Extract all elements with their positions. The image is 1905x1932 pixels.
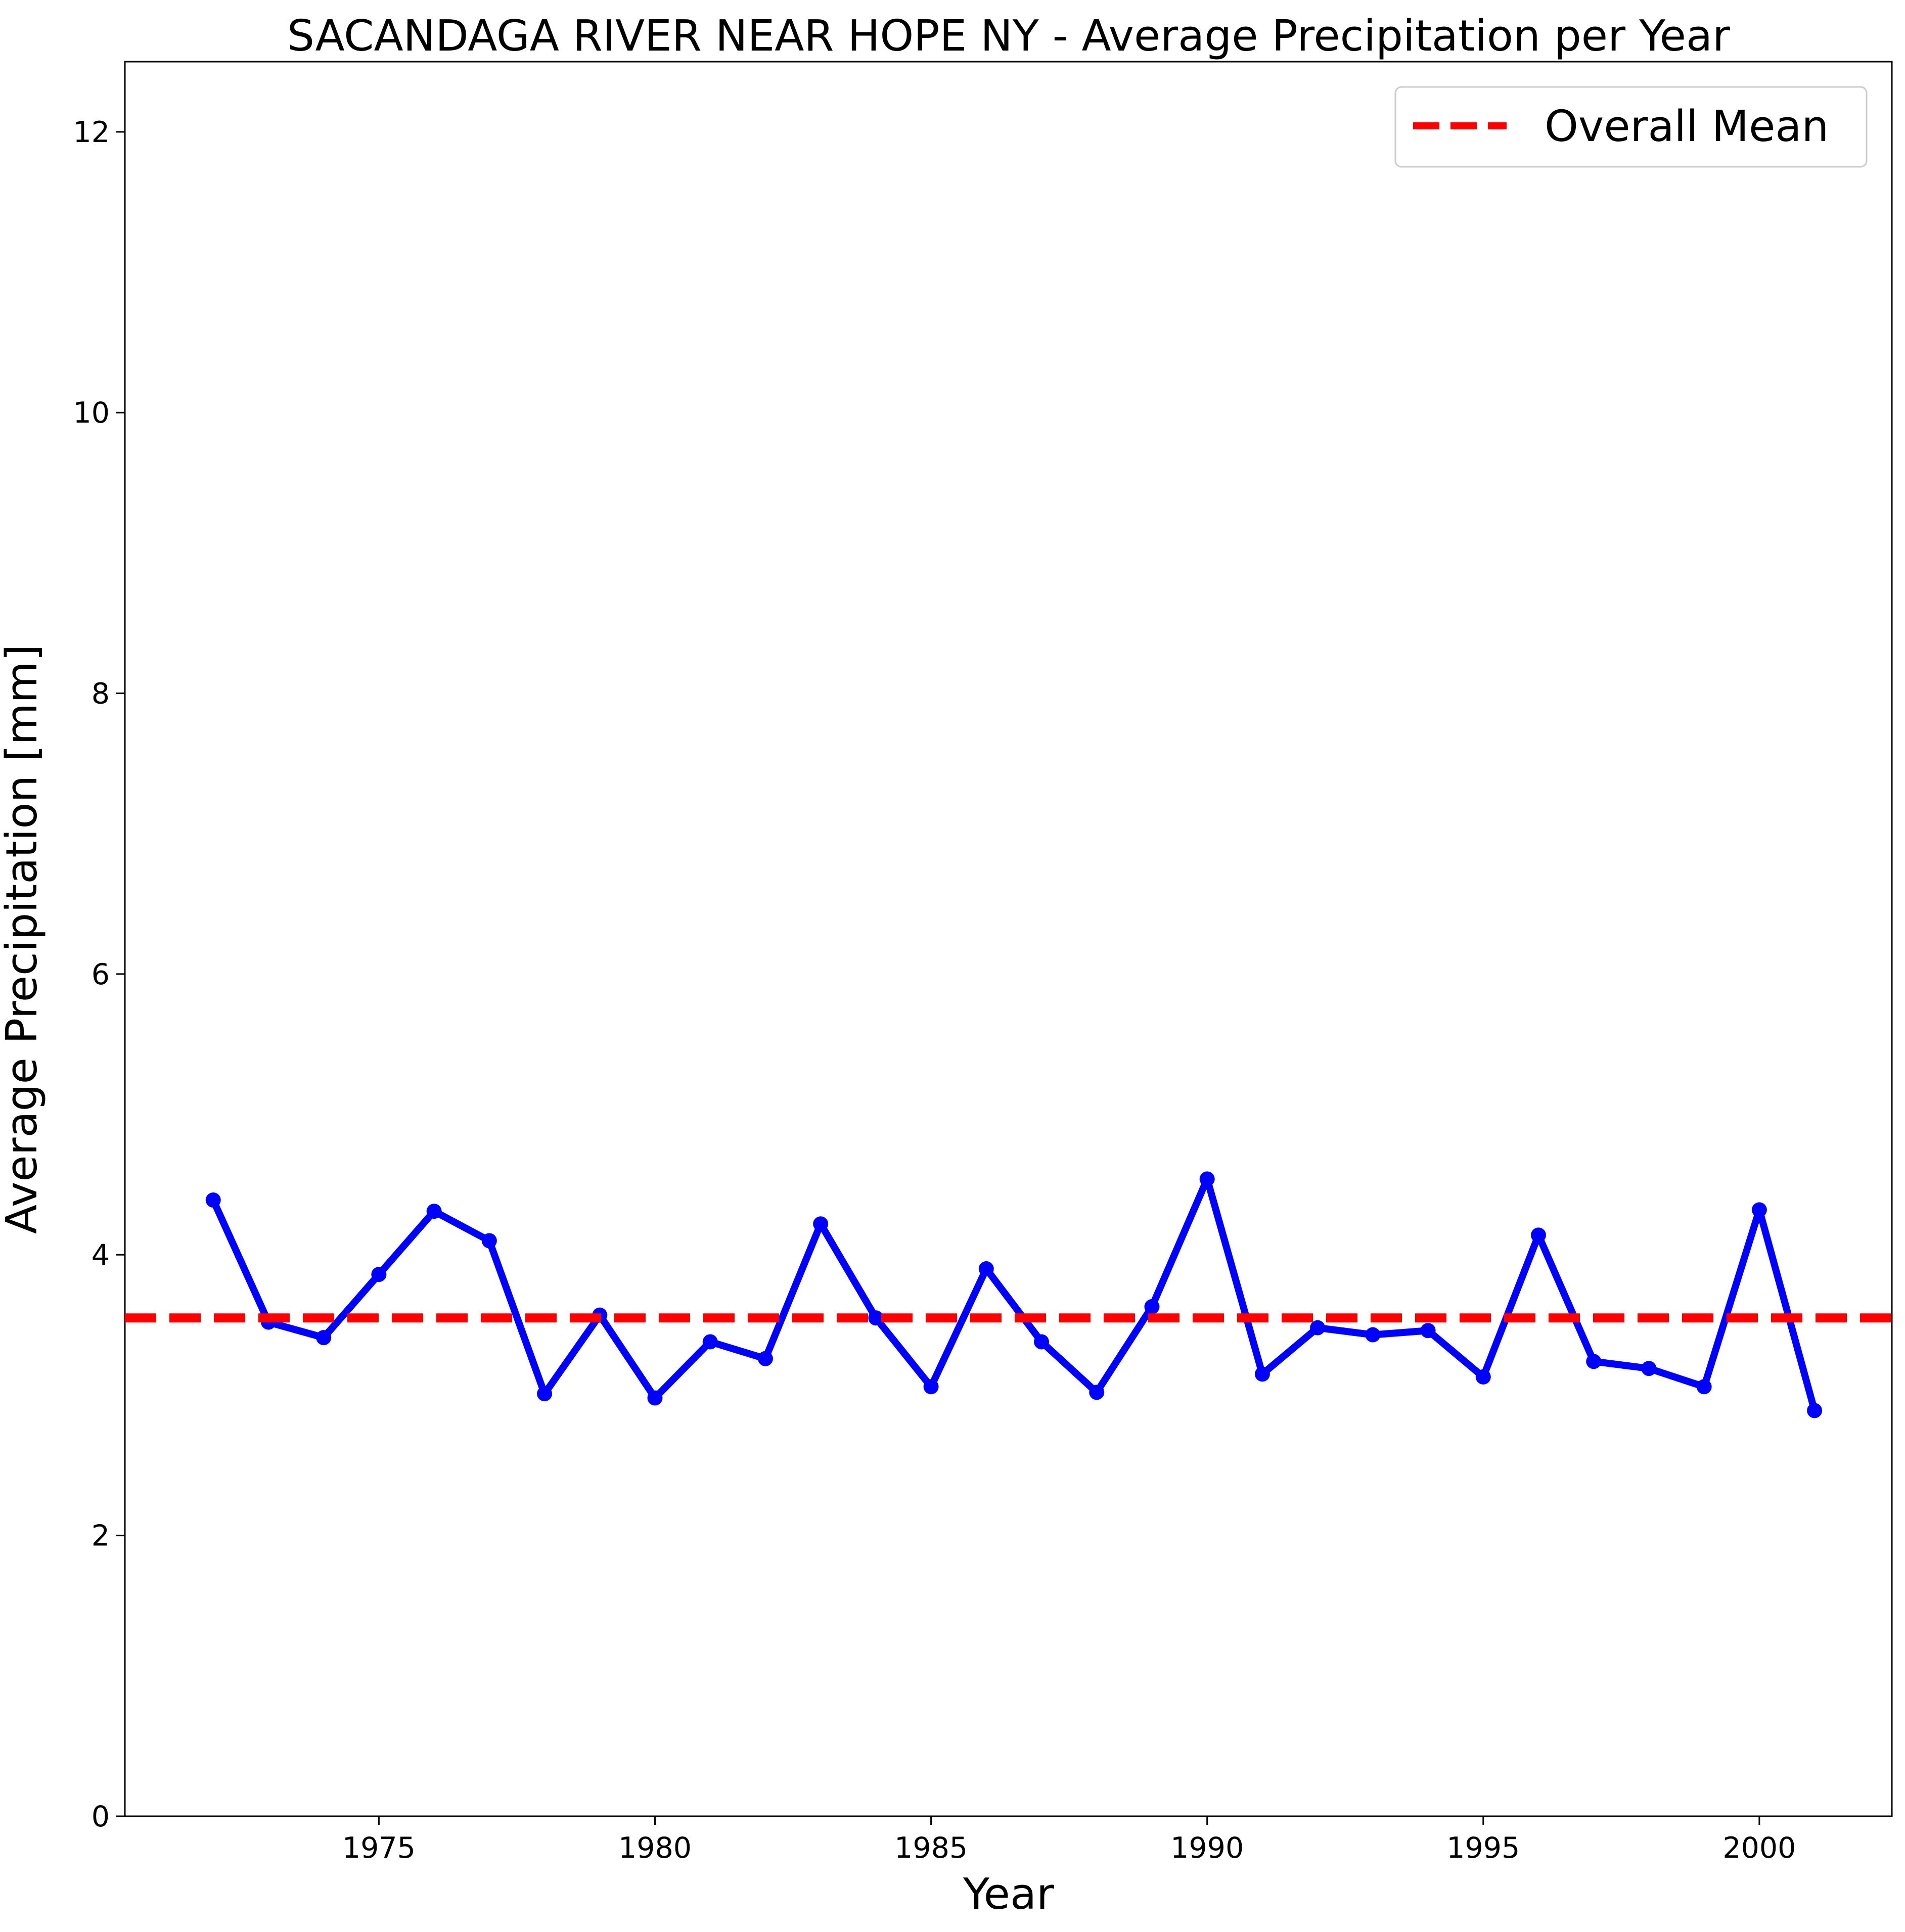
data-point xyxy=(481,1233,497,1249)
data-point xyxy=(1310,1320,1326,1336)
x-tick-label: 1995 xyxy=(1446,1831,1520,1865)
data-point xyxy=(923,1379,939,1395)
data-point xyxy=(813,1216,829,1232)
legend-label-overall-mean: Overall Mean xyxy=(1545,102,1829,152)
legend-box xyxy=(1394,86,1868,168)
y-axis: 0 2 4 6 8 10 12 xyxy=(73,116,125,1833)
data-point xyxy=(1586,1354,1602,1369)
data-point xyxy=(1751,1202,1767,1218)
y-tick-label: 4 xyxy=(92,1238,110,1272)
x-tick-label: 1980 xyxy=(618,1831,692,1865)
series-line xyxy=(209,1175,1819,1414)
data-point xyxy=(1641,1361,1657,1376)
x-tick-label: 1975 xyxy=(342,1831,416,1865)
data-point xyxy=(868,1310,884,1326)
x-tick-label: 1990 xyxy=(1170,1831,1244,1865)
data-point xyxy=(1089,1385,1105,1400)
data-point xyxy=(1365,1327,1381,1343)
data-point xyxy=(426,1204,442,1219)
y-tick-label: 2 xyxy=(92,1520,110,1553)
data-point xyxy=(1475,1369,1491,1385)
y-tick-label: 0 xyxy=(92,1800,110,1833)
data-point xyxy=(1034,1334,1050,1350)
data-point xyxy=(757,1351,773,1366)
data-point xyxy=(1420,1323,1436,1339)
plot-frame xyxy=(124,61,1893,1817)
data-point xyxy=(537,1386,553,1402)
y-tick-label: 6 xyxy=(92,958,110,991)
y-axis-label: Average Precipitation [mm] xyxy=(0,645,47,1234)
data-point xyxy=(702,1334,718,1350)
data-point xyxy=(316,1330,332,1346)
data-point xyxy=(1254,1366,1270,1382)
chart-title: SACANDAGA RIVER NEAR HOPE NY - Average P… xyxy=(287,11,1730,61)
data-point xyxy=(647,1390,663,1406)
legend: Overall Mean xyxy=(1394,86,1868,168)
data-series xyxy=(125,1171,1892,1418)
x-tick-label: 2000 xyxy=(1722,1831,1796,1865)
data-point xyxy=(1531,1227,1546,1243)
plot-area xyxy=(124,61,1893,1817)
data-point xyxy=(1199,1171,1215,1187)
y-tick-label: 10 xyxy=(73,396,110,430)
data-point xyxy=(371,1267,387,1282)
data-point xyxy=(978,1261,994,1277)
data-point xyxy=(1696,1379,1712,1395)
y-tick-label: 12 xyxy=(73,116,110,149)
x-tick-label: 1985 xyxy=(894,1831,968,1865)
data-point xyxy=(1144,1299,1160,1315)
x-axis: 1975 1980 1985 1990 1995 2000 xyxy=(342,1816,1796,1865)
data-point xyxy=(1807,1403,1823,1418)
x-axis-label: Year xyxy=(963,1869,1054,1919)
y-tick-label: 8 xyxy=(92,677,110,711)
data-point xyxy=(205,1192,221,1208)
